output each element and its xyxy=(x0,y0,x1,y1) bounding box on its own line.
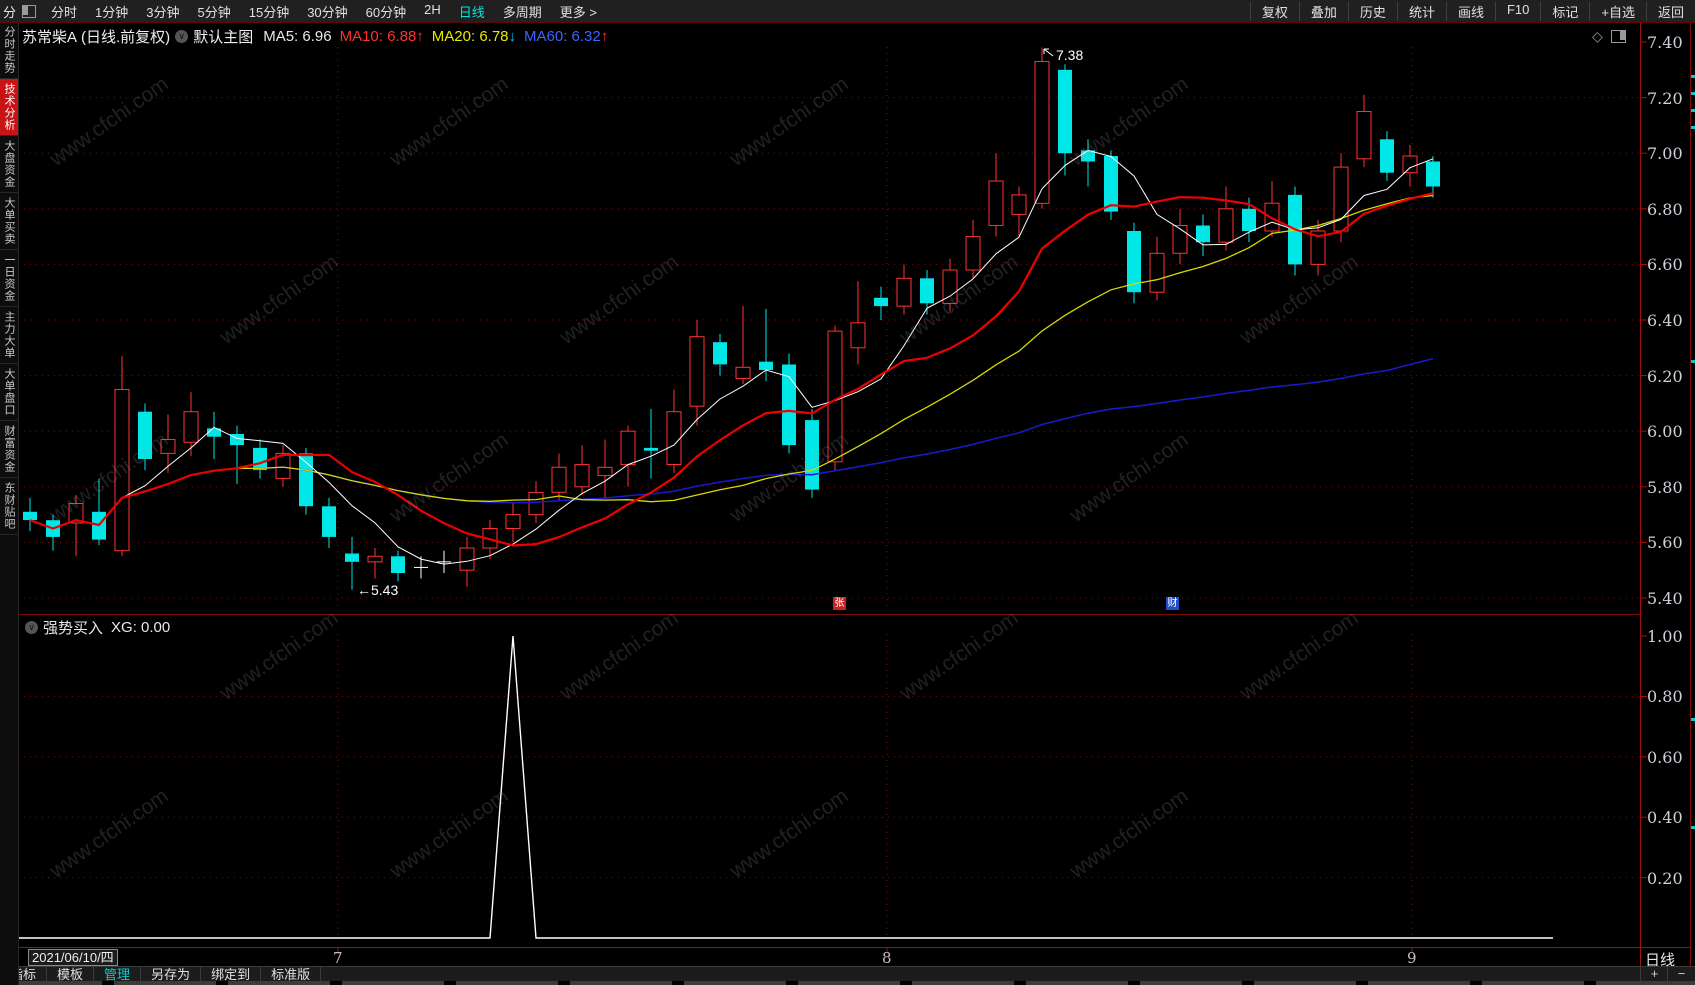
top-menu-bar: 分 分时 1分钟 3分钟 5分钟 15分钟 30分钟 60分钟 2H 日线 多周期 更多 > 复权叠… xyxy=(0,0,1695,23)
status-item-管理[interactable]: 管理 xyxy=(94,967,142,982)
bottom-status-bar: 指标 模板 管理 另存为 绑定到 标准版 + − xyxy=(0,966,1695,982)
start-date-label: 2021/06/10/四 xyxy=(28,949,118,966)
sidebar-item-东财贴吧[interactable]: 东财贴吧 xyxy=(0,478,18,535)
status-item-模板[interactable]: 模板 xyxy=(47,967,95,982)
menu-item-5分钟[interactable]: 5分钟 xyxy=(197,4,231,20)
menu-item-叠加[interactable]: 叠加 xyxy=(1298,1,1348,21)
ma-trend-arrow: ↓ xyxy=(508,27,517,45)
ma-value-3: MA60: 6.32↑ xyxy=(524,27,609,45)
menu-item-1分钟[interactable]: 1分钟 xyxy=(95,4,129,20)
menu-item-历史[interactable]: 历史 xyxy=(1347,1,1397,21)
menu-item-复权[interactable]: 复权 xyxy=(1249,1,1299,21)
menu-item-60分钟[interactable]: 60分钟 xyxy=(365,4,407,20)
date-axis-row: 2021/06/10/四 日线 xyxy=(0,947,1695,969)
left-sidebar: 分时走势 技术分析 大盘资金 大单买卖 一日资金 主力大单 大单盘口 财富资金 东财贴吧 xyxy=(0,22,19,985)
sidebar-item-财富资金[interactable]: 财富资金 xyxy=(0,421,18,478)
menu-item-分时[interactable]: 分时 xyxy=(51,4,78,20)
menu-item-统计[interactable]: 统计 xyxy=(1396,1,1446,21)
chart-title-row: 苏常柴A (日线.前复权) ∨ 默认主图 MA5: 6.96 MA10: 6.88… xyxy=(22,25,616,47)
event-badge-财[interactable]: 财 xyxy=(1166,597,1179,610)
ma-value-2: MA20: 6.78↓ xyxy=(431,27,517,45)
sub-indicator-value: XG: 0.00 xyxy=(111,619,171,636)
chart-corner-icons: ◇ xyxy=(1592,28,1626,45)
menu-item-多周期[interactable]: 多周期 xyxy=(502,4,542,20)
diamond-icon[interactable]: ◇ xyxy=(1592,28,1603,44)
menu-item-15分钟[interactable]: 15分钟 xyxy=(248,4,290,20)
sidebar-item-一日资金[interactable]: 一日资金 xyxy=(0,250,18,307)
period-label: 日线 xyxy=(1645,952,1676,969)
sidebar-item-大盘资金[interactable]: 大盘资金 xyxy=(0,136,18,193)
ma-trend-arrow: ↑ xyxy=(600,27,609,45)
status-item-另存为[interactable]: 另存为 xyxy=(141,967,202,982)
menu-item-F10[interactable]: F10 xyxy=(1494,1,1540,21)
low-price-annotation: ←5.43 xyxy=(357,582,399,598)
menu-item-+自选[interactable]: +自选 xyxy=(1589,1,1646,21)
split-window-icon[interactable] xyxy=(22,4,37,18)
symbol-context: (日线.前复权) xyxy=(81,28,171,46)
menu-item-返回[interactable]: 返回 xyxy=(1645,1,1695,21)
menu-item-日线[interactable]: 日线 xyxy=(458,4,485,20)
layout-label: 默认主图 xyxy=(193,28,254,46)
menu-item-3分钟[interactable]: 3分钟 xyxy=(146,4,180,20)
high-price-annotation: 7.38 xyxy=(1056,47,1084,63)
status-item-绑定到[interactable]: 绑定到 xyxy=(201,967,262,982)
taskbar-edge-strip xyxy=(0,981,1695,985)
sidebar-item-技术分析[interactable]: 技术分析 xyxy=(0,79,18,136)
symbol-name: 苏常柴A xyxy=(22,28,78,46)
chevron-circle-icon[interactable]: ∨ xyxy=(175,29,189,43)
menu-item-标记[interactable]: 标记 xyxy=(1540,1,1589,21)
panel-toggle-icon[interactable] xyxy=(1610,30,1626,43)
chevron-circle-icon[interactable]: ∨ xyxy=(25,621,38,634)
status-item-标准版[interactable]: 标准版 xyxy=(261,967,322,982)
sidebar-item-大单盘口[interactable]: 大单盘口 xyxy=(0,364,18,421)
menu-item-画线[interactable]: 画线 xyxy=(1445,1,1495,21)
zoom-out-button[interactable]: − xyxy=(1667,967,1695,982)
sidebar-item-主力大单[interactable]: 主力大单 xyxy=(0,307,18,364)
ma-trend-arrow: ↑ xyxy=(416,27,424,45)
menu-item-2H[interactable]: 2H xyxy=(424,1,441,17)
ma-value-1: MA10: 6.88↑ xyxy=(339,27,424,45)
event-badge-张[interactable]: 张 xyxy=(833,597,846,610)
menu-item-更多 >[interactable]: 更多 > xyxy=(559,4,598,20)
sidebar-item-分时走势[interactable]: 分时走势 xyxy=(0,22,18,79)
sub-indicator-name: 强势买入 xyxy=(43,620,104,637)
zoom-in-button[interactable]: + xyxy=(1640,967,1668,982)
sidebar-item-大单买卖[interactable]: 大单买卖 xyxy=(0,193,18,250)
menu-item-30分钟[interactable]: 30分钟 xyxy=(307,4,348,20)
corner-label: 分 xyxy=(3,4,17,20)
sub-indicator-title-row: ∨ 强势买入 XG: 0.00 xyxy=(20,617,170,638)
ma-value-0: MA5: 6.96 xyxy=(263,27,332,45)
